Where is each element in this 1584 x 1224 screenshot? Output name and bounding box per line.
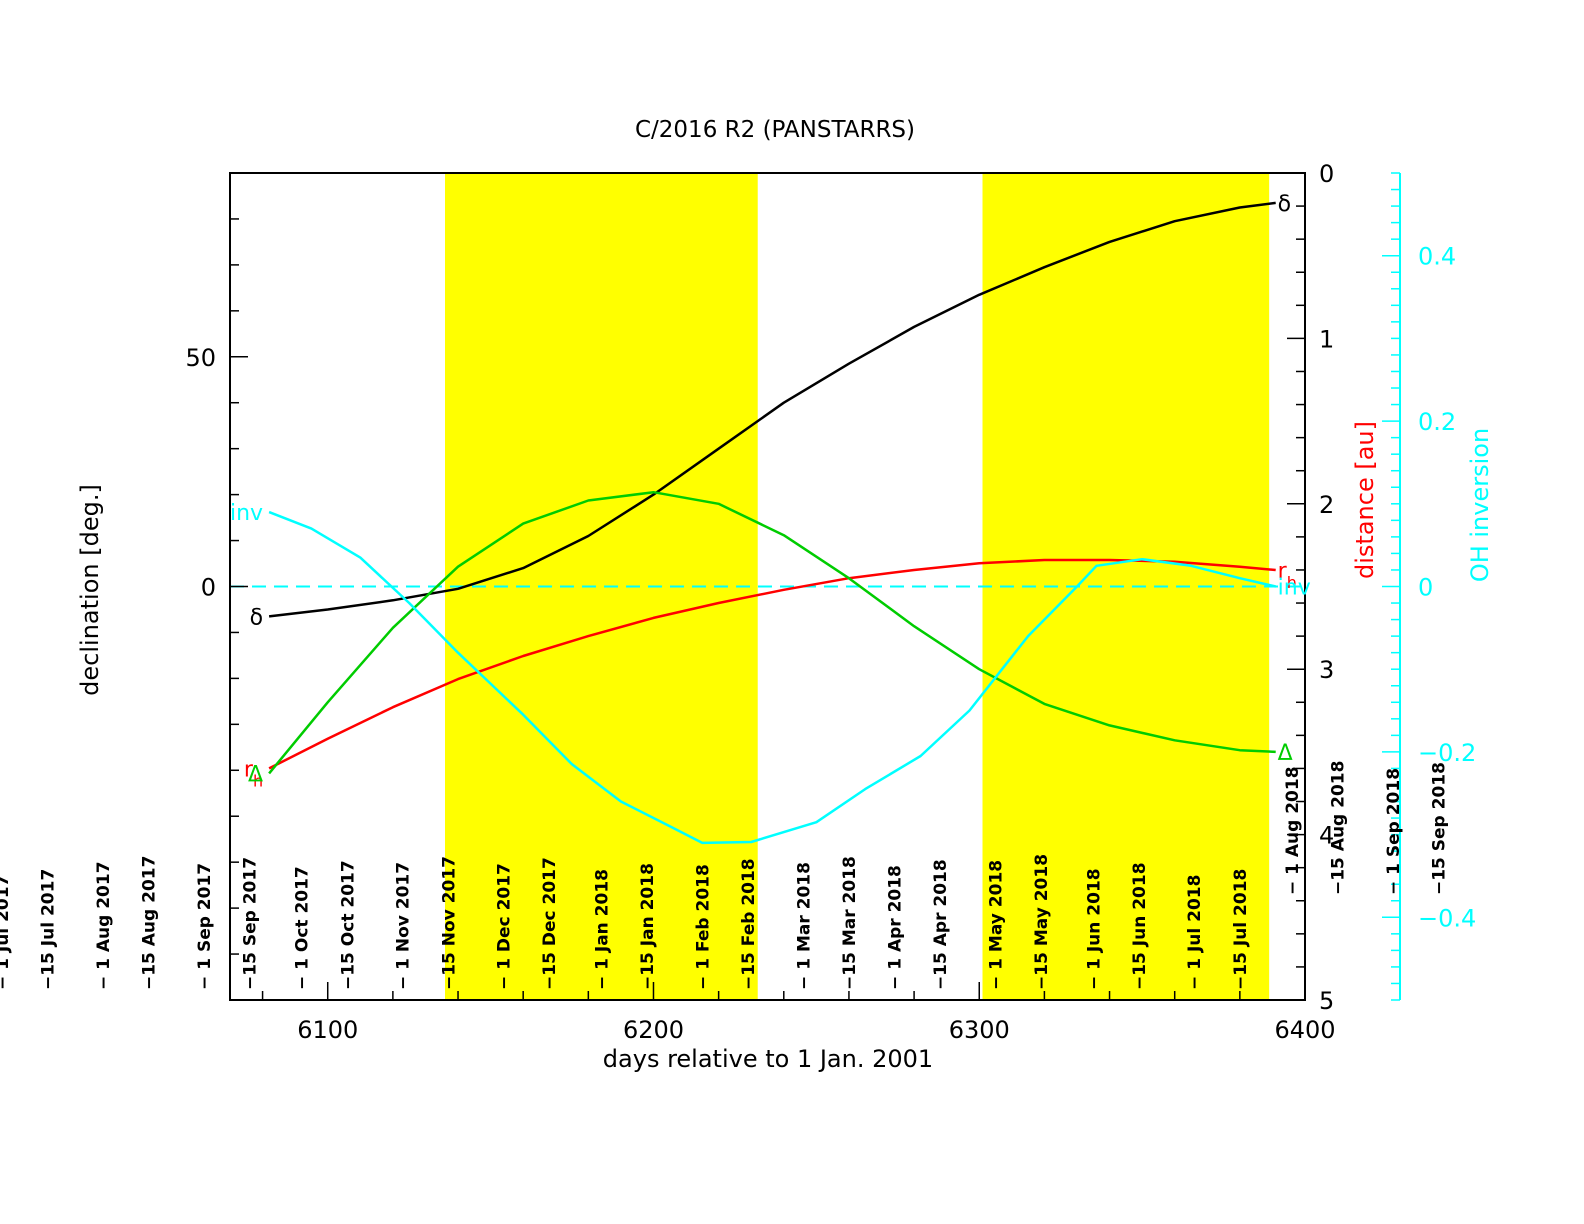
date-label: −15 Aug 2017 [140,856,160,990]
distance-tick-label: 3 [1319,656,1334,684]
oh-tick-label: 0.2 [1418,408,1456,436]
date-label: −15 Jul 2017 [39,869,59,990]
date-label: −15 Oct 2017 [338,860,358,990]
oh-tick-label: 0 [1418,574,1433,602]
oh-tick-label: −0.4 [1418,904,1476,932]
series-line-0 [268,201,1276,618]
date-label: −15 Sep 2018 [1430,762,1450,895]
series-start-label-0: δ [250,605,263,630]
x-axis-label: days relative to 1 Jan. 2001 [603,1045,933,1073]
x-axis: 6100 6200 6300 6400 [261,982,1336,1044]
declination-tick-label: 50 [185,344,216,372]
chart-title: C/2016 R2 (PANSTARRS) [635,117,915,143]
date-label: − 1 Sep 2017 [195,863,215,990]
date-label: −15 Mar 2018 [840,856,860,990]
distance-axis: 0 1 2 3 4 5 [1287,160,1334,1015]
oh-inversion-axis-label: OH inversion [1466,428,1494,582]
series-layer [268,201,1276,845]
date-label: − 1 Jul 2017 [0,875,13,990]
declination-axis-label: declination [deg.] [76,484,104,696]
series-end-label-sub: h [1287,573,1297,592]
date-label: − 1 Apr 2018 [886,865,906,990]
date-label: − 1 Jul 2018 [1185,875,1205,990]
series-end-label-3: inv [1278,576,1311,601]
date-label: − 1 Jan 2018 [592,869,612,990]
x-tick-label: 6100 [297,1016,358,1044]
declination-tick-label: 0 [201,574,216,602]
x-tick-label: 6300 [949,1016,1010,1044]
date-label: − 1 Jun 2018 [1084,868,1104,990]
series-line-2 [268,490,1276,775]
date-label: − 1 Mar 2018 [794,862,814,990]
date-label: −15 Feb 2018 [739,858,759,990]
series-start-label-2: Δ [248,762,263,787]
distance-tick-label: 1 [1319,325,1334,353]
date-label: −15 Jun 2018 [1130,862,1150,990]
distance-tick-label: 5 [1319,987,1334,1015]
series-start-label-sub: h [253,771,263,790]
date-label: −15 Nov 2017 [439,856,459,990]
x-tick-label: 6200 [623,1016,684,1044]
distance-tick-label: 2 [1319,491,1334,519]
series-end-label-0: δ [1278,192,1291,217]
x-tick-label: 6400 [1274,1016,1335,1044]
oh-inversion-axis: 0.4 0.2 0 −0.2 −0.4 [1382,172,1476,1001]
date-labels: − 1 Jul 2017 −15 Jul 2017 − 1 Aug 2017 −15 … [0,761,1450,991]
date-label: −15 Sep 2017 [241,857,261,990]
distance-tick-label: 0 [1319,160,1334,188]
date-label: − 1 Nov 2017 [394,862,414,990]
declination-axis: 0 50 [185,218,248,955]
date-label: −15 Aug 2018 [1329,761,1349,895]
date-label: −15 Apr 2018 [931,859,951,990]
date-label: − 1 Aug 2017 [94,861,114,990]
date-label: − 1 Feb 2018 [693,864,713,990]
distance-axis-label-text: distance [1351,470,1379,579]
oh-tick-label: 0.4 [1418,243,1456,271]
date-label: −15 Jul 2018 [1231,869,1251,990]
date-label: −15 Jan 2018 [638,863,658,990]
distance-axis-label-unit: [au] [1351,421,1379,470]
date-label: − 1 May 2018 [987,860,1007,990]
distance-tick-label: 4 [1319,822,1334,850]
date-label: −15 May 2018 [1032,854,1052,990]
oh-tick-label: −0.2 [1418,739,1476,767]
distance-axis-label: distance [au] [1351,421,1379,579]
series-end-label-2: Δ [1278,741,1293,766]
date-label: −15 Dec 2017 [540,857,560,990]
date-label: − 1 Sep 2018 [1384,768,1404,895]
date-label: − 1 Oct 2017 [293,866,313,990]
series-start-label-3: inv [230,501,263,526]
date-label: − 1 Dec 2017 [495,863,515,990]
date-label: − 1 Aug 2018 [1283,766,1303,895]
series-line-3 [268,510,1276,845]
